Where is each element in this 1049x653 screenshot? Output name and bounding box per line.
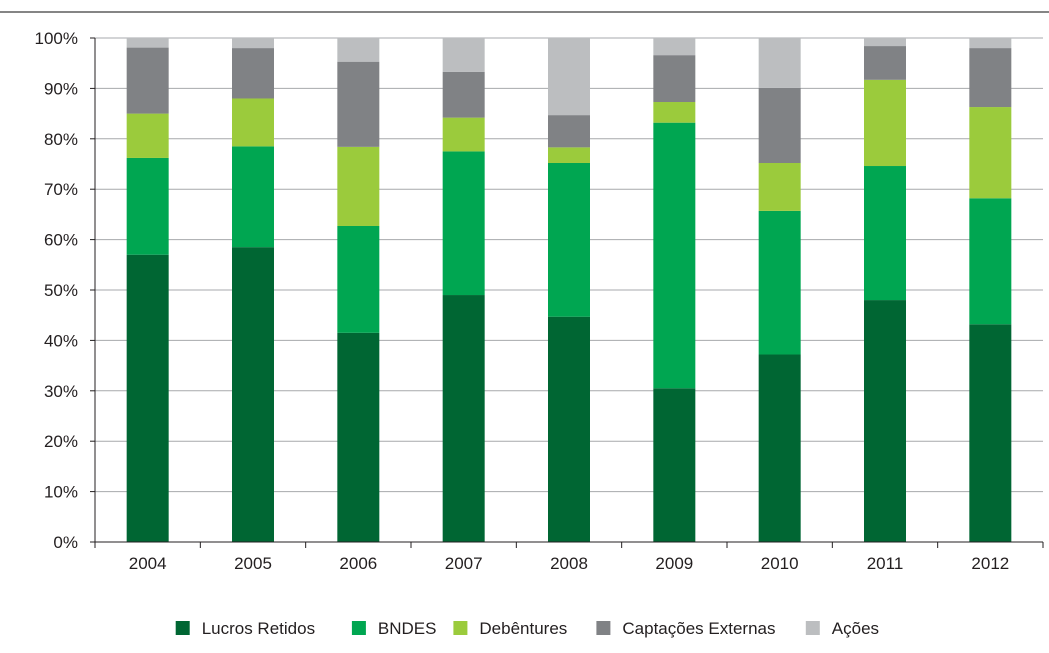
bar-segment-a-es-2005 — [232, 38, 274, 49]
bar-segment-lucros-retidos-2008 — [548, 316, 590, 542]
bar-segment-a-es-2011 — [864, 38, 906, 47]
bar-segment-lucros-retidos-2007 — [442, 295, 485, 542]
bar-segment-a-es-2010 — [758, 38, 801, 88]
x-tick-label: 2006 — [339, 554, 377, 573]
legend-label: Lucros Retidos — [202, 619, 315, 638]
bar-segment-bndes-2007 — [442, 151, 485, 296]
bar-segment-deb-ntures-2012 — [969, 107, 1012, 199]
axes: 0% 10% 20% 30% 40% 50% 60% 70% 80% 90% 100% 2004 200… — [35, 29, 1044, 573]
bar-segment-deb-ntures-2011 — [864, 79, 906, 167]
bar-segment-a-es-2004 — [126, 38, 169, 48]
x-tick-label: 2007 — [445, 554, 483, 573]
bar-segment-lucros-retidos-2011 — [864, 300, 906, 542]
bar-segment-lucros-retidos-2006 — [337, 332, 380, 542]
x-tick-label: 2012 — [971, 554, 1009, 573]
y-tick-label: 100% — [35, 29, 78, 48]
bar-segment-bndes-2004 — [126, 157, 169, 255]
legend-label: Captações Externas — [622, 619, 775, 638]
bar-segment-bndes-2006 — [337, 225, 380, 333]
legend-label: Ações — [832, 619, 879, 638]
bar-segment-lucros-retidos-2004 — [126, 254, 169, 542]
y-tick-label: 60% — [44, 231, 78, 250]
x-tick-label: 2004 — [129, 554, 167, 573]
bar-segment-deb-ntures-2006 — [337, 146, 380, 226]
legend-swatch — [453, 621, 468, 635]
bar-segment-capta-es-externas-2005 — [232, 48, 274, 99]
bar-segment-capta-es-externas-2007 — [442, 71, 485, 118]
x-tick-label: 2011 — [867, 554, 904, 573]
y-tick-label: 90% — [44, 79, 78, 98]
bar-segment-a-es-2007 — [442, 38, 485, 72]
y-tick-label: 80% — [44, 130, 78, 149]
bar-segment-a-es-2006 — [337, 38, 380, 62]
bar-segment-deb-ntures-2005 — [232, 98, 274, 147]
bar-segment-bndes-2009 — [653, 122, 696, 389]
y-tick-label: 40% — [44, 331, 78, 350]
bar-segment-capta-es-externas-2010 — [758, 87, 801, 163]
bar-segment-capta-es-externas-2008 — [548, 115, 590, 148]
bar-segment-bndes-2005 — [232, 146, 274, 248]
bar-segment-lucros-retidos-2009 — [653, 388, 696, 542]
y-tick-label: 70% — [44, 180, 78, 199]
bar-segment-a-es-2009 — [653, 38, 696, 56]
legend-label: Debêntures — [479, 619, 567, 638]
bar-segment-bndes-2012 — [969, 198, 1012, 325]
y-tick-label: 30% — [44, 382, 78, 401]
bar-segment-deb-ntures-2004 — [126, 113, 169, 158]
bars — [126, 38, 1012, 542]
y-tick-label: 10% — [44, 483, 78, 502]
bar-segment-deb-ntures-2007 — [442, 117, 485, 152]
bar-segment-deb-ntures-2010 — [758, 162, 801, 211]
bar-segment-bndes-2008 — [548, 162, 590, 317]
bar-segment-deb-ntures-2009 — [653, 102, 696, 123]
bar-segment-lucros-retidos-2012 — [969, 324, 1012, 542]
bar-segment-capta-es-externas-2011 — [864, 46, 906, 80]
bar-segment-a-es-2008 — [548, 38, 590, 116]
x-tick-label: 2005 — [234, 554, 272, 573]
bar-segment-capta-es-externas-2006 — [337, 61, 380, 147]
bar-segment-capta-es-externas-2012 — [969, 48, 1012, 108]
x-tick-label: 2008 — [550, 554, 588, 573]
bar-segment-deb-ntures-2008 — [548, 147, 590, 163]
bar-segment-lucros-retidos-2010 — [758, 354, 801, 542]
legend-swatch — [596, 621, 611, 635]
x-tick-label: 2010 — [761, 554, 799, 573]
legend-swatch — [805, 621, 820, 635]
bar-segment-bndes-2011 — [864, 166, 906, 301]
y-tick-label: 50% — [44, 281, 78, 300]
legend-swatch — [175, 621, 190, 635]
bar-segment-a-es-2012 — [969, 38, 1012, 49]
y-tick-label: 0% — [53, 533, 78, 552]
bar-segment-lucros-retidos-2005 — [232, 247, 274, 542]
bar-segment-capta-es-externas-2004 — [126, 47, 169, 114]
legend-swatch — [351, 621, 366, 635]
bar-segment-bndes-2010 — [758, 210, 801, 355]
legend-label: BNDES — [378, 619, 437, 638]
bar-segment-capta-es-externas-2009 — [653, 55, 696, 103]
x-tick-label: 2009 — [655, 554, 693, 573]
legend: Lucros Retidos BNDES Debêntures Captações E… — [175, 619, 879, 638]
y-tick-label: 20% — [44, 432, 78, 451]
